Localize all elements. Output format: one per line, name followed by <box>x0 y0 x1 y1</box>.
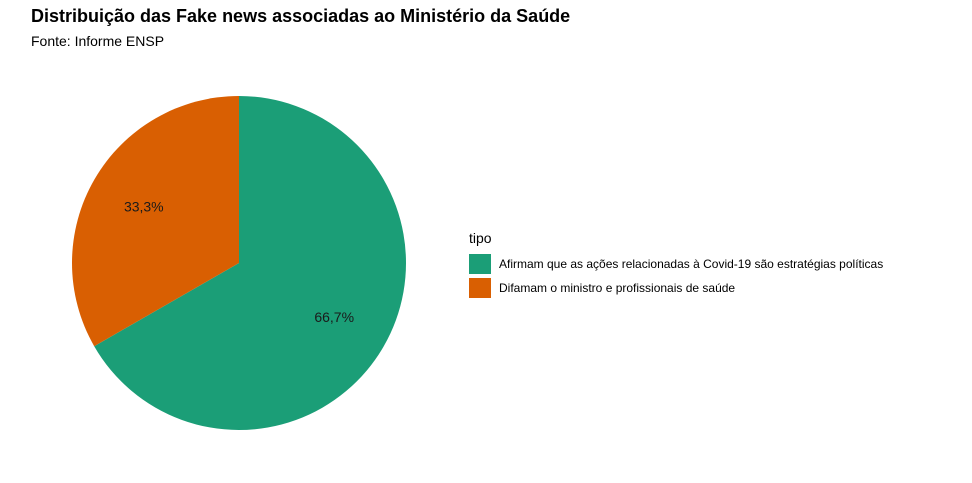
slice-label: 33,3% <box>124 199 164 215</box>
pie-slice <box>94 96 407 430</box>
legend-label: Afirmam que as ações relacionadas à Covi… <box>499 257 884 271</box>
legend-title: tipo <box>469 230 492 246</box>
legend: tipo Afirmam que as ações relacionadas à… <box>469 230 883 300</box>
slice-label: 66,7% <box>314 309 354 325</box>
legend-item: Difamam o ministro e profissionais de sa… <box>469 276 883 300</box>
legend-label: Difamam o ministro e profissionais de sa… <box>499 281 736 295</box>
legend-key <box>469 254 491 274</box>
legend-key <box>469 278 491 298</box>
chart-title: Distribuição das Fake news associadas ao… <box>31 6 571 26</box>
chart-subtitle: Fonte: Informe ENSP <box>31 33 165 49</box>
legend-item: Afirmam que as ações relacionadas à Covi… <box>469 252 883 276</box>
pie-slice <box>71 96 239 347</box>
